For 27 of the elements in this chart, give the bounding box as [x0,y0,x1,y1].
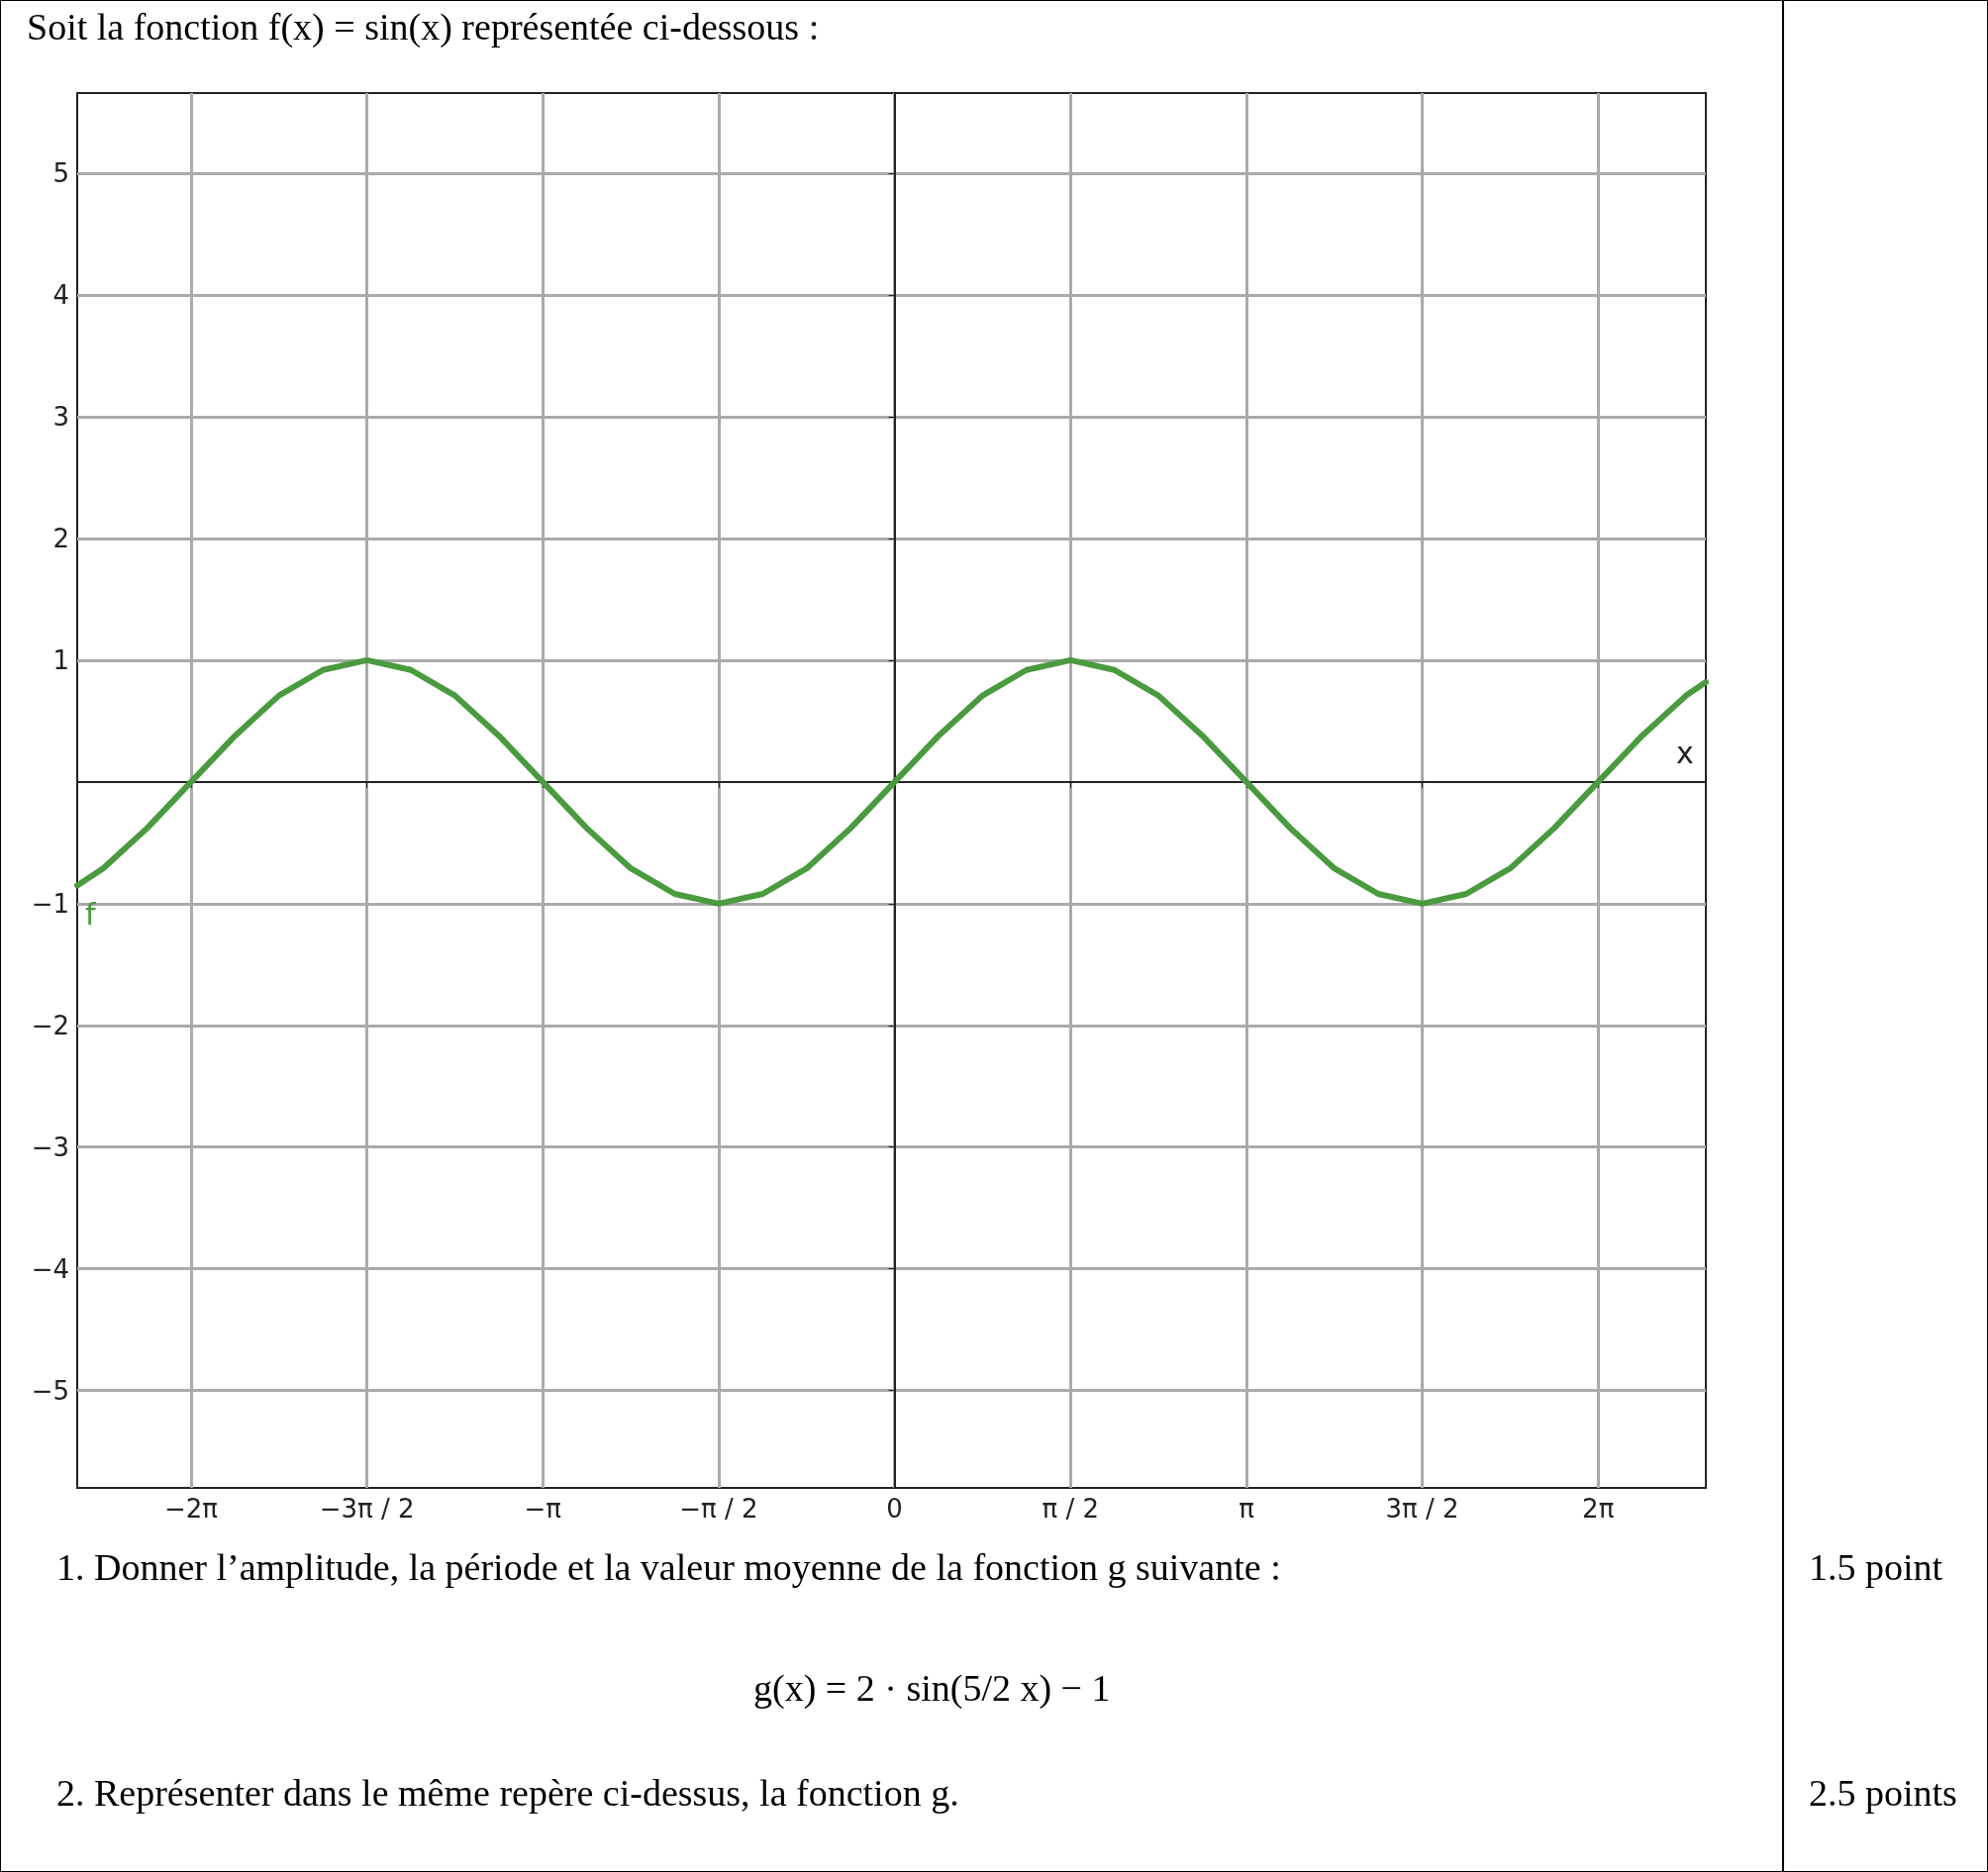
x-axis-title: x [1676,736,1694,771]
text: 1.5 point [1809,1545,1943,1589]
x-tick-label: 0 [886,1494,903,1524]
y-tick-label: 3 [52,402,69,433]
y-tick-label: 4 [52,280,69,311]
x-tick-label: 2π [1582,1494,1615,1524]
y-tick-label: 5 [52,158,69,189]
x-tick-label: −π / 2 [679,1494,758,1524]
x-tick-label: −π [524,1494,561,1524]
y-tick-label: −4 [31,1253,69,1284]
text: 2.5 points [1809,1771,1957,1815]
chart-title: Soit la fonction f(x) = sin(x) représentée ci-dessous : [27,5,820,49]
y-tick-label: −2 [31,1010,69,1040]
y-tick-label: −5 [31,1375,69,1406]
x-tick-label: π [1239,1494,1254,1524]
x-tick-label: −2π [164,1494,219,1524]
y-tick-label: 2 [52,523,69,553]
text: 2. Représenter dans le même repère ci-dessus, la fonction g. [56,1771,959,1815]
x-tick-label: −3π / 2 [319,1494,415,1524]
text: 1. Donner l’amplitude, la période et la valeur moyenne de la fonction g suivante : [56,1545,1281,1589]
y-tick-label: −3 [31,1132,69,1162]
y-tick-label: 1 [52,644,69,675]
series-label: f [85,896,97,932]
x-tick-label: π / 2 [1042,1494,1100,1524]
text: g(x) = 2 · sin(5/2 x) − 1 [753,1666,1111,1710]
y-tick-label: −1 [31,888,69,919]
x-tick-label: 3π / 2 [1385,1494,1459,1524]
